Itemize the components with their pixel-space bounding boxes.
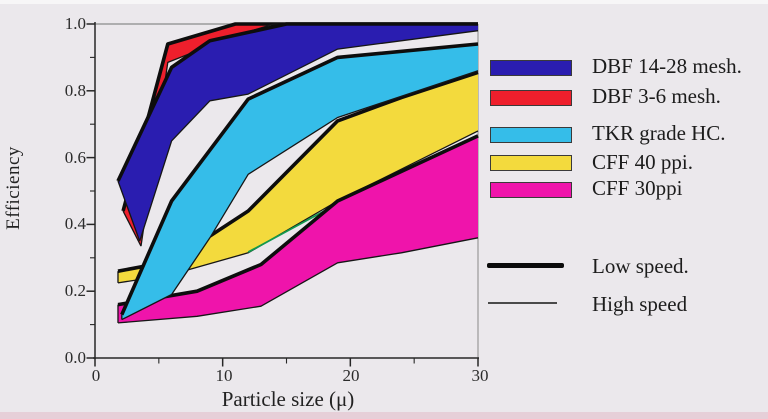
band-tkr-grade-hc xyxy=(121,44,479,320)
band-cff-30ppi xyxy=(118,135,478,323)
legend-label-cff-40: CFF 40 ppi. xyxy=(592,150,693,174)
legend-swatch xyxy=(490,155,572,171)
x-tick-label-0: 0 xyxy=(91,366,101,385)
band-dbf-14-28-mesh xyxy=(118,24,478,242)
legend-label-low-speed: Low speed. xyxy=(592,254,689,278)
legend-swatch xyxy=(490,182,572,198)
high-speed-line-sample xyxy=(488,302,557,304)
legend-label-dbf-3-6: DBF 3-6 mesh. xyxy=(592,84,721,108)
legend-label-tkr-hc: TKR grade HC. xyxy=(592,121,726,145)
y-axis-label: Efficiency xyxy=(3,146,24,230)
legend-label-dbf-14-28: DBF 14-28 mesh. xyxy=(592,54,742,78)
band-tkr-grade-hc-high-speed-curve xyxy=(121,70,479,321)
scan-edge-bottom xyxy=(0,412,768,419)
legend-label-high-speed: High speed xyxy=(592,292,688,316)
band-dbf-14-28-mesh-high-speed-curve xyxy=(139,30,479,242)
x-tick-label-30: 30 xyxy=(471,366,489,385)
y-tick-label-1.0: 1.0 xyxy=(64,14,86,33)
x-tick-label-20: 20 xyxy=(342,366,360,385)
y-tick-label-0.8: 0.8 xyxy=(64,81,86,100)
x-tick-label-10: 10 xyxy=(215,366,233,385)
legend-swatch xyxy=(490,127,572,143)
x-axis-label: Particle size (μ) xyxy=(221,387,355,411)
band-tkr-grade-hc-low-speed-curve xyxy=(120,42,479,316)
band-dbf-14-28-mesh-left-edge xyxy=(117,180,141,242)
legend-swatch xyxy=(490,60,572,76)
band-dbf-14-28-mesh-low-speed-curve xyxy=(116,22,478,182)
band-cff-30ppi-high-speed-curve xyxy=(117,237,479,324)
legend-swatch xyxy=(490,90,572,106)
y-tick-label-0.2: 0.2 xyxy=(64,281,86,300)
band-dbf-3-6-mesh-left-edge xyxy=(122,210,142,247)
band-cff-40-ppi xyxy=(118,72,478,283)
y-tick-label-0.6: 0.6 xyxy=(64,148,86,167)
y-tick-label-0.4: 0.4 xyxy=(64,214,86,233)
band-cff-30ppi-low-speed-curve xyxy=(117,134,479,307)
scan-edge-top xyxy=(0,0,768,4)
low-speed-line-sample xyxy=(487,263,564,268)
y-tick-label-0.0: 0.0 xyxy=(64,348,86,367)
legend-label-cff-30: CFF 30ppi xyxy=(592,176,683,200)
